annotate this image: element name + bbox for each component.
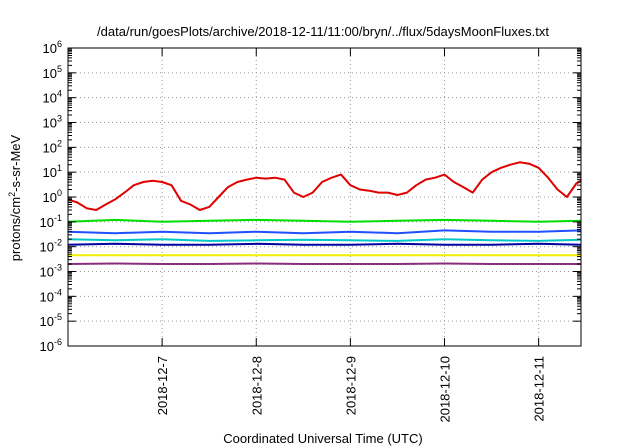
series-line-4 bbox=[67, 229, 582, 235]
y-tick-label: 10-2 bbox=[40, 238, 62, 255]
y-tick-base: 10 bbox=[40, 215, 54, 230]
y-tick-base: 10 bbox=[40, 314, 54, 329]
y-tick-base: 10 bbox=[43, 140, 57, 155]
y-tick-label: 102 bbox=[43, 138, 62, 155]
y-tick-exponent: -6 bbox=[54, 337, 62, 347]
y-tick-exponent: -4 bbox=[54, 287, 62, 297]
y-tick-exponent: -1 bbox=[54, 213, 62, 223]
x-tick-label: 2018-12-7 bbox=[155, 356, 170, 415]
series-line-1 bbox=[67, 161, 582, 211]
y-tick-exponent: 4 bbox=[57, 89, 62, 99]
y-tick-base: 10 bbox=[43, 66, 57, 81]
y-tick-label: 10-5 bbox=[40, 312, 62, 329]
chart-title: /data/run/goesPlots/archive/2018-12-11/1… bbox=[97, 24, 549, 39]
y-tick-label: 101 bbox=[43, 163, 62, 180]
series-line-3 bbox=[67, 238, 582, 242]
y-axis-label: protons/cm2-s-sr-MeV bbox=[7, 134, 23, 261]
y-tick-label: 105 bbox=[43, 64, 62, 81]
y-tick-label: 10-1 bbox=[40, 213, 62, 230]
y-tick-label: 100 bbox=[43, 188, 62, 205]
y-tick-exponent: 6 bbox=[57, 39, 62, 49]
y-tick-exponent: -5 bbox=[54, 312, 62, 322]
series-line-5 bbox=[67, 242, 582, 246]
axis-ticks: 10-610-510-410-310-210-11001011021031041… bbox=[40, 39, 581, 423]
y-axis-label-rest: -s-sr-MeV bbox=[8, 134, 23, 191]
y-tick-exponent: 2 bbox=[57, 138, 62, 148]
y-tick-base: 10 bbox=[43, 165, 57, 180]
y-tick-label: 10-3 bbox=[40, 263, 62, 280]
y-tick-base: 10 bbox=[43, 41, 57, 56]
y-tick-label: 10-6 bbox=[40, 337, 62, 354]
series-group bbox=[67, 161, 582, 265]
y-tick-base: 10 bbox=[40, 240, 54, 255]
x-tick-label: 2018-12-8 bbox=[249, 356, 264, 415]
y-tick-base: 10 bbox=[43, 91, 57, 106]
grid bbox=[68, 48, 581, 346]
y-tick-exponent: 1 bbox=[57, 163, 62, 173]
y-axis-label-base: protons/cm bbox=[8, 197, 23, 261]
y-axis-label-sup: 2 bbox=[7, 192, 17, 197]
y-tick-label: 106 bbox=[43, 39, 62, 56]
x-axis-label: Coordinated Universal Time (UTC) bbox=[223, 431, 422, 446]
x-tick-label: 2018-12-11 bbox=[532, 356, 547, 422]
x-tick-label: 2018-12-10 bbox=[438, 356, 453, 423]
y-tick-exponent: 0 bbox=[57, 188, 62, 198]
y-tick-label: 10-4 bbox=[40, 287, 62, 304]
y-tick-exponent: -2 bbox=[54, 238, 62, 248]
y-tick-base: 10 bbox=[40, 339, 54, 354]
y-tick-base: 10 bbox=[43, 116, 57, 131]
y-tick-label: 103 bbox=[43, 114, 62, 131]
y-tick-base: 10 bbox=[40, 265, 54, 280]
series-line-7 bbox=[67, 262, 581, 265]
series-line-2 bbox=[67, 218, 582, 223]
y-tick-exponent: 3 bbox=[57, 114, 62, 124]
y-tick-label: 104 bbox=[43, 89, 62, 106]
x-tick-label: 2018-12-9 bbox=[343, 356, 358, 415]
y-tick-base: 10 bbox=[43, 190, 57, 205]
y-tick-base: 10 bbox=[40, 289, 54, 304]
y-tick-exponent: -3 bbox=[54, 263, 62, 273]
y-tick-exponent: 5 bbox=[57, 64, 62, 74]
